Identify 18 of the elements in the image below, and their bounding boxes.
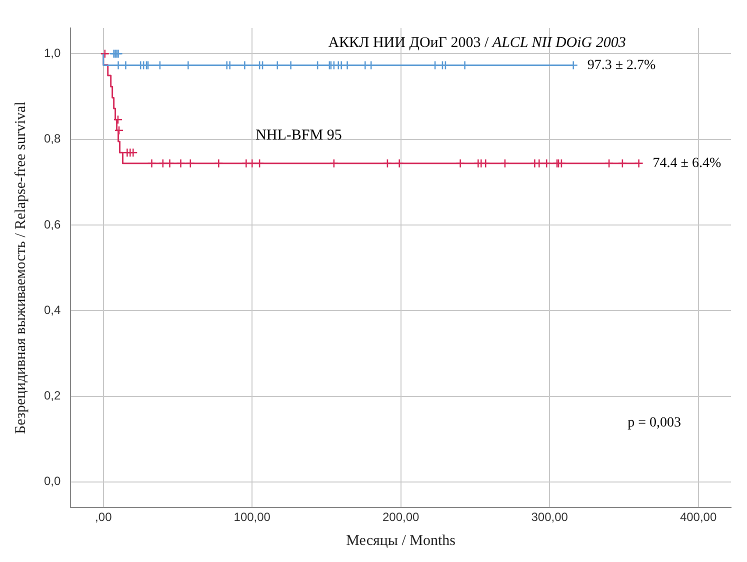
- x-axis-title: Месяцы / Months: [346, 532, 456, 549]
- x-tick-label: 200,00: [382, 510, 420, 524]
- y-tick-label: 0,4: [44, 302, 61, 317]
- y-tick-label: 1,0: [44, 46, 61, 60]
- y-tick-label: 0,6: [44, 217, 61, 232]
- annotation: p = 0,003: [628, 415, 681, 430]
- x-tick-label: ,00: [95, 510, 112, 524]
- y-tick-label: 0,0: [44, 474, 61, 488]
- y-tick-label: 0,8: [44, 132, 61, 146]
- series-label: АККЛ НИИ ДОиГ 2003 / ALCL NII DOiG 2003: [328, 35, 626, 52]
- y-axis-title: Безрецидивная выживаемость / Relapse-free survival: [12, 102, 29, 434]
- x-tick-label: 400,00: [680, 510, 717, 524]
- series-label: NHL-BFM 95: [256, 127, 342, 144]
- annotation: 97.3 ± 2.7%: [587, 58, 656, 73]
- x-tick-label: 300,00: [531, 510, 568, 524]
- annotation: 74.4 ± 6.4%: [652, 156, 722, 171]
- y-tick-label: 0,2: [44, 388, 61, 403]
- x-tick-label: 100,00: [234, 510, 271, 524]
